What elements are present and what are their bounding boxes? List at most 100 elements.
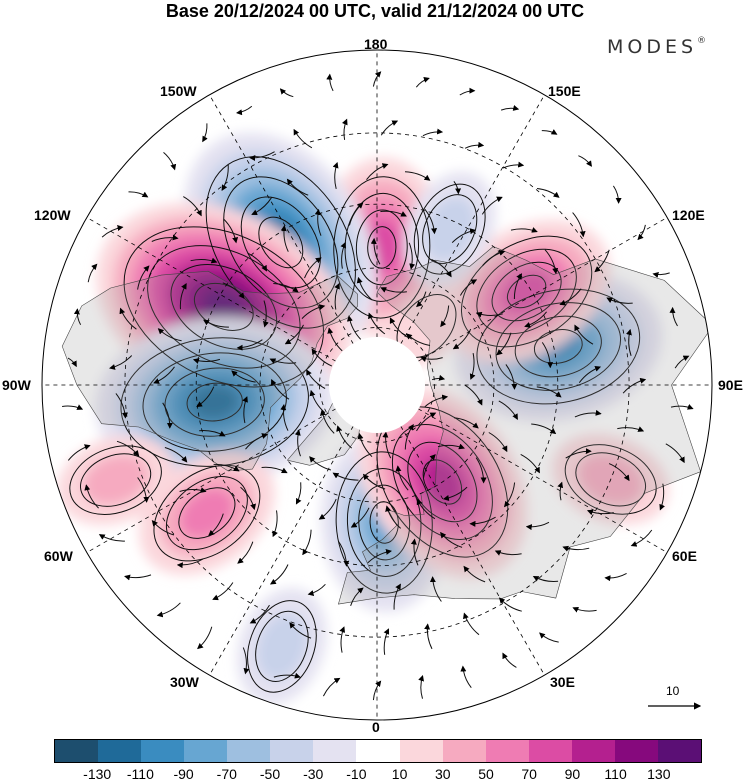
wind-arrow xyxy=(326,73,334,92)
wind-arrow xyxy=(334,282,340,310)
wind-arrow xyxy=(525,521,550,531)
wind-arrow xyxy=(536,188,560,198)
contour-line xyxy=(495,302,622,391)
meridian-line xyxy=(86,217,371,382)
wind-arrow xyxy=(383,628,390,655)
contour-line xyxy=(223,176,339,309)
land-mass xyxy=(337,246,712,605)
colorbar-segment xyxy=(313,740,357,762)
wind-arrow xyxy=(327,327,343,352)
colorbar-segment xyxy=(98,740,142,762)
wind-arrow xyxy=(192,358,221,364)
wind-arrow xyxy=(273,672,301,679)
contour-line xyxy=(491,261,562,322)
vector-scale-label: 10 xyxy=(666,684,680,698)
wind-arrow xyxy=(424,394,449,408)
colorbar-tick-label: 70 xyxy=(521,766,537,782)
contour-line xyxy=(142,352,287,452)
lon-label-60w: 60W xyxy=(44,548,73,564)
wind-arrow xyxy=(539,632,559,643)
wind-arrow xyxy=(269,564,289,585)
wind-arrow xyxy=(119,307,137,330)
wind-arrow xyxy=(559,288,582,306)
wind-arrow xyxy=(494,550,522,556)
wind-arrow xyxy=(500,105,520,111)
wind-arrow xyxy=(286,178,309,196)
lon-label-60e: 60E xyxy=(672,548,697,564)
contour-line xyxy=(564,444,657,515)
wind-arrow xyxy=(513,273,523,300)
wind-arrow xyxy=(202,123,208,143)
wind-arrow xyxy=(652,272,670,278)
wind-arrow xyxy=(557,481,564,501)
meridian-line xyxy=(86,388,371,553)
wind-arrow xyxy=(404,423,414,450)
colorbar-tick-label: -30 xyxy=(303,766,324,782)
lon-label-180: 180 xyxy=(364,36,388,52)
wind-arrow xyxy=(156,602,181,618)
wind-arrow xyxy=(574,324,594,345)
wind-arrow xyxy=(437,443,465,450)
contour-line xyxy=(258,216,304,269)
colorbar-segment xyxy=(442,740,486,762)
wind-arrow xyxy=(271,378,290,400)
map-title: Base 20/12/2024 00 UTC, valid 21/12/2024… xyxy=(165,1,585,21)
colorbar-tick-label: 10 xyxy=(391,766,408,782)
wind-arrow xyxy=(280,225,289,252)
wind-arrow xyxy=(496,332,512,356)
wind-arrow xyxy=(251,197,273,216)
wind-arrow xyxy=(67,357,77,368)
latitude-circle xyxy=(259,267,495,503)
wind-arrow xyxy=(116,440,140,457)
wind-arrow xyxy=(306,369,326,389)
wind-arrow xyxy=(606,297,633,304)
wind-arrow xyxy=(520,453,540,474)
wind-arrow xyxy=(318,498,337,520)
wind-arrow xyxy=(309,456,332,471)
wind-arrow xyxy=(340,241,347,269)
colorbar-segment xyxy=(399,740,443,762)
wind-arrow xyxy=(237,541,254,564)
lon-label-30e: 30E xyxy=(550,674,575,690)
wind-arrow xyxy=(342,118,348,140)
wind-arrow xyxy=(541,342,554,369)
wind-arrow xyxy=(367,549,392,564)
wind-arrow xyxy=(73,308,82,326)
wind-arrow xyxy=(572,607,597,613)
colorbar-segment xyxy=(227,740,271,762)
wind-arrow xyxy=(279,88,294,98)
wind-arrow xyxy=(67,444,91,461)
contour-line xyxy=(170,263,278,350)
wind-arrow xyxy=(464,141,485,149)
wind-arrow xyxy=(594,249,610,273)
colorbar-tick-label: 90 xyxy=(564,766,581,782)
wind-arrow xyxy=(510,227,538,233)
lat-lon-grid xyxy=(42,50,712,720)
wind-arrow xyxy=(420,356,443,362)
wind-arrow xyxy=(464,384,483,406)
wind-arrow xyxy=(612,185,622,204)
lon-label-150w: 150W xyxy=(160,83,197,99)
wind-arrow xyxy=(382,431,392,459)
wind-arrow xyxy=(183,196,202,217)
wind-arrow xyxy=(350,507,370,528)
wind-arrow xyxy=(314,208,322,236)
latitude-circle xyxy=(195,203,559,567)
wind-arrow xyxy=(240,486,256,511)
contour-line xyxy=(575,452,647,507)
wind-arrow xyxy=(416,498,436,520)
colorbar-ticks: -130 -110 -90 -70 -50 -30 -10 10 30 50 70 90 110 130 xyxy=(54,766,702,782)
wind-arrow xyxy=(236,339,263,351)
wind-arrow xyxy=(101,225,124,238)
meridian-line xyxy=(380,94,545,379)
wind-arrow xyxy=(531,423,557,435)
wind-arrow xyxy=(307,583,326,596)
contour-line xyxy=(123,226,324,388)
wind-arrow xyxy=(393,583,401,610)
contour-line xyxy=(165,476,248,551)
wind-arrow xyxy=(213,463,240,472)
wind-arrow xyxy=(482,249,506,266)
wind-arrow xyxy=(395,465,409,491)
colorbar-tick-label: 130 xyxy=(647,766,671,782)
contour-line xyxy=(355,209,408,286)
